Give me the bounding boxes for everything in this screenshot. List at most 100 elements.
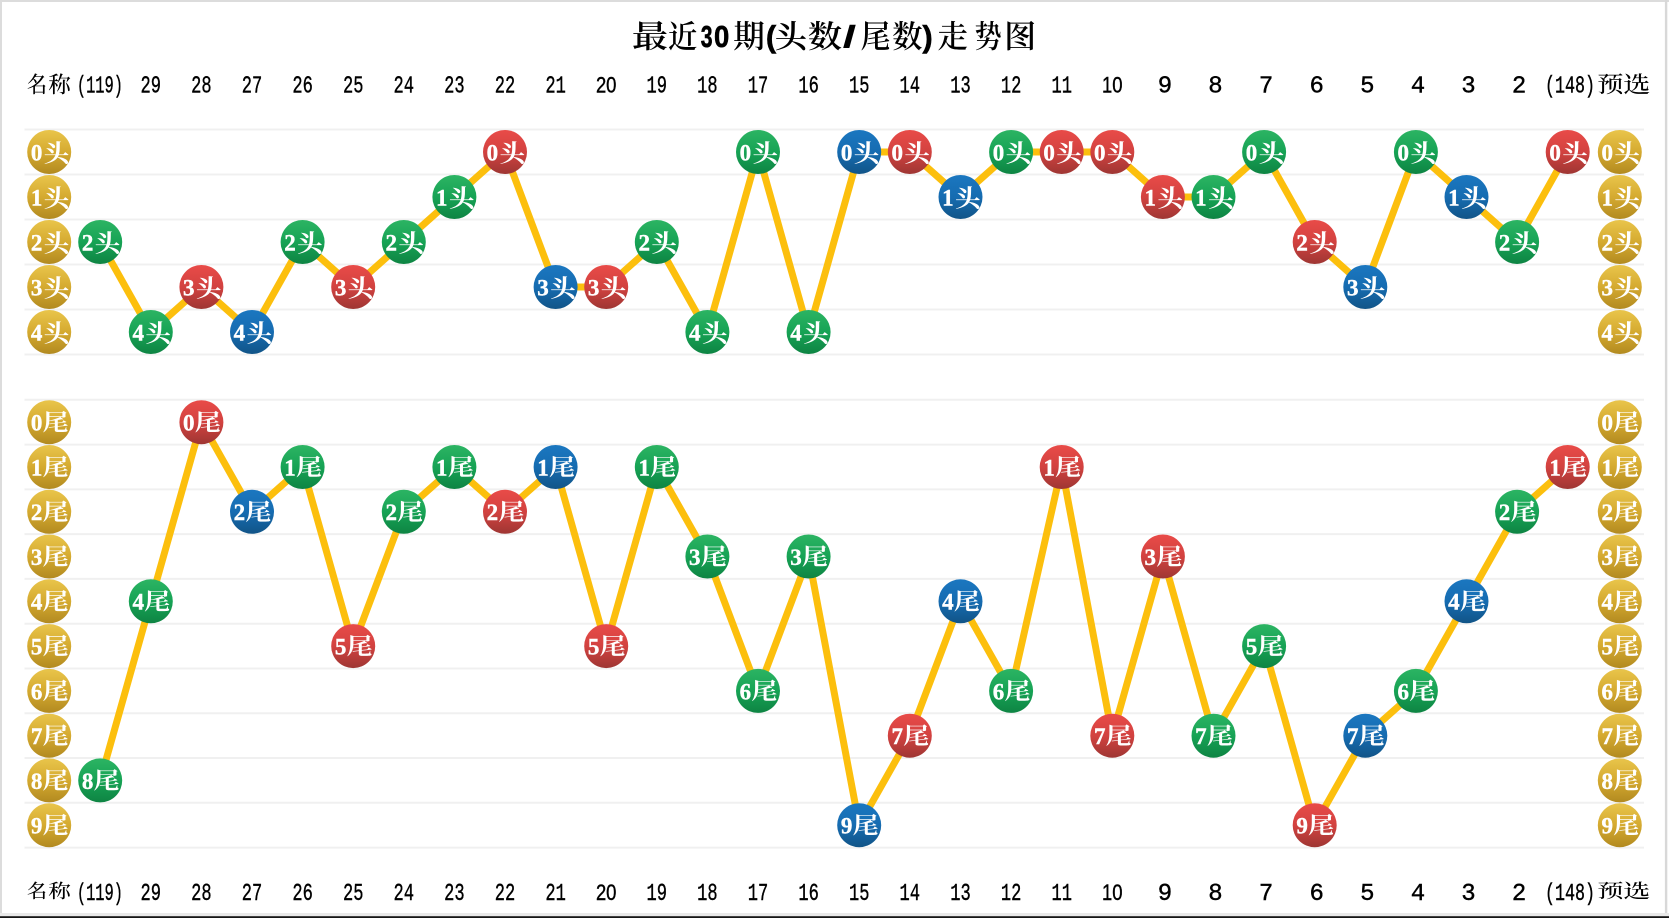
svg-text:2: 2	[1499, 500, 1511, 525]
svg-text:5: 5	[1360, 74, 1374, 101]
svg-text:4: 4	[1601, 320, 1613, 345]
svg-text:3: 3	[335, 275, 347, 300]
svg-text:27: 27	[242, 74, 263, 101]
svg-text:22: 22	[495, 74, 516, 101]
svg-text:3: 3	[790, 545, 802, 570]
svg-text:3: 3	[31, 545, 43, 570]
svg-text:): )	[922, 19, 932, 54]
svg-text:7: 7	[1259, 881, 1273, 908]
svg-text:5: 5	[31, 635, 43, 660]
svg-text:0: 0	[740, 140, 752, 165]
svg-text:5: 5	[1360, 881, 1374, 908]
svg-text:13: 13	[950, 881, 971, 908]
svg-text:7: 7	[891, 724, 903, 749]
svg-text:8: 8	[82, 769, 94, 794]
svg-text:(148): (148)	[1545, 881, 1595, 908]
svg-text:2: 2	[1601, 500, 1613, 525]
svg-text:22: 22	[495, 881, 516, 908]
svg-text:(119): (119)	[77, 881, 123, 908]
svg-text:9: 9	[841, 814, 853, 839]
svg-text:7: 7	[1259, 74, 1273, 101]
svg-text:23: 23	[444, 74, 465, 101]
svg-text:3: 3	[183, 275, 195, 300]
svg-text:0: 0	[714, 19, 729, 54]
svg-text:9: 9	[1158, 881, 1172, 908]
svg-text:4: 4	[790, 320, 802, 345]
svg-text:4: 4	[1411, 74, 1425, 101]
svg-text:7: 7	[31, 724, 43, 749]
svg-text:9: 9	[1601, 814, 1613, 839]
svg-text:9: 9	[1158, 74, 1172, 101]
svg-text:24: 24	[394, 74, 415, 101]
svg-text:7: 7	[1195, 724, 1207, 749]
svg-text:23: 23	[444, 881, 465, 908]
svg-text:16: 16	[798, 881, 819, 908]
svg-text:2: 2	[284, 230, 296, 255]
svg-text:26: 26	[292, 881, 313, 908]
svg-text:11: 11	[1051, 881, 1072, 908]
svg-text:14: 14	[900, 74, 921, 101]
svg-text:4: 4	[1448, 590, 1460, 615]
svg-text:3: 3	[31, 275, 43, 300]
svg-text:26: 26	[292, 74, 313, 101]
svg-text:2: 2	[31, 230, 43, 255]
svg-text:0: 0	[1549, 140, 1561, 165]
svg-text:7: 7	[1094, 724, 1106, 749]
svg-text:5: 5	[335, 635, 347, 660]
svg-text:17: 17	[748, 881, 769, 908]
svg-text:2: 2	[385, 230, 397, 255]
svg-text:1: 1	[1448, 185, 1460, 210]
svg-text:3: 3	[588, 275, 600, 300]
svg-text:2: 2	[1499, 230, 1511, 255]
svg-text:29: 29	[141, 74, 162, 101]
svg-text:2: 2	[234, 500, 246, 525]
svg-text:9: 9	[31, 814, 43, 839]
svg-text:0: 0	[993, 140, 1005, 165]
svg-text:20: 20	[596, 880, 617, 905]
svg-text:3: 3	[701, 19, 713, 54]
svg-text:15: 15	[849, 74, 870, 101]
svg-text:6: 6	[1309, 881, 1323, 908]
svg-text:1: 1	[1601, 455, 1613, 480]
svg-text:6: 6	[740, 679, 752, 704]
svg-text:4: 4	[132, 590, 144, 615]
svg-text:0: 0	[891, 140, 903, 165]
svg-text:2: 2	[1512, 74, 1526, 101]
svg-text:4: 4	[689, 320, 701, 345]
svg-text:6: 6	[993, 679, 1005, 704]
svg-text:1: 1	[31, 185, 43, 210]
svg-text:27: 27	[242, 881, 263, 908]
svg-text:3: 3	[1145, 545, 1157, 570]
svg-text:21: 21	[545, 881, 566, 908]
svg-text:24: 24	[394, 881, 415, 908]
svg-text:13: 13	[950, 74, 971, 101]
svg-text:6: 6	[1309, 74, 1323, 101]
svg-text:0: 0	[1246, 140, 1258, 165]
svg-text:0: 0	[841, 140, 853, 165]
svg-text:0: 0	[1094, 140, 1106, 165]
svg-text:1: 1	[1145, 185, 1157, 210]
svg-text:18: 18	[697, 881, 718, 908]
svg-text:28: 28	[191, 881, 212, 908]
svg-text:21: 21	[545, 74, 566, 101]
svg-text:1: 1	[1601, 185, 1613, 210]
svg-text:19: 19	[647, 74, 668, 101]
svg-text:3: 3	[537, 275, 549, 300]
svg-text:10: 10	[1102, 73, 1123, 98]
svg-text:8: 8	[31, 769, 43, 794]
svg-text:16: 16	[798, 74, 819, 101]
svg-text:6: 6	[31, 679, 43, 704]
svg-text:2: 2	[1512, 881, 1526, 908]
svg-text:/: /	[843, 19, 856, 54]
svg-text:10: 10	[1102, 880, 1123, 905]
svg-text:1: 1	[537, 455, 549, 480]
svg-text:3: 3	[1601, 275, 1613, 300]
svg-text:19: 19	[647, 881, 668, 908]
svg-text:(148): (148)	[1545, 74, 1595, 101]
svg-text:1: 1	[284, 455, 296, 480]
svg-text:0: 0	[31, 140, 43, 165]
svg-text:0: 0	[1601, 411, 1613, 436]
svg-text:4: 4	[1411, 881, 1425, 908]
svg-text:11: 11	[1051, 74, 1072, 101]
svg-text:1: 1	[638, 455, 650, 480]
